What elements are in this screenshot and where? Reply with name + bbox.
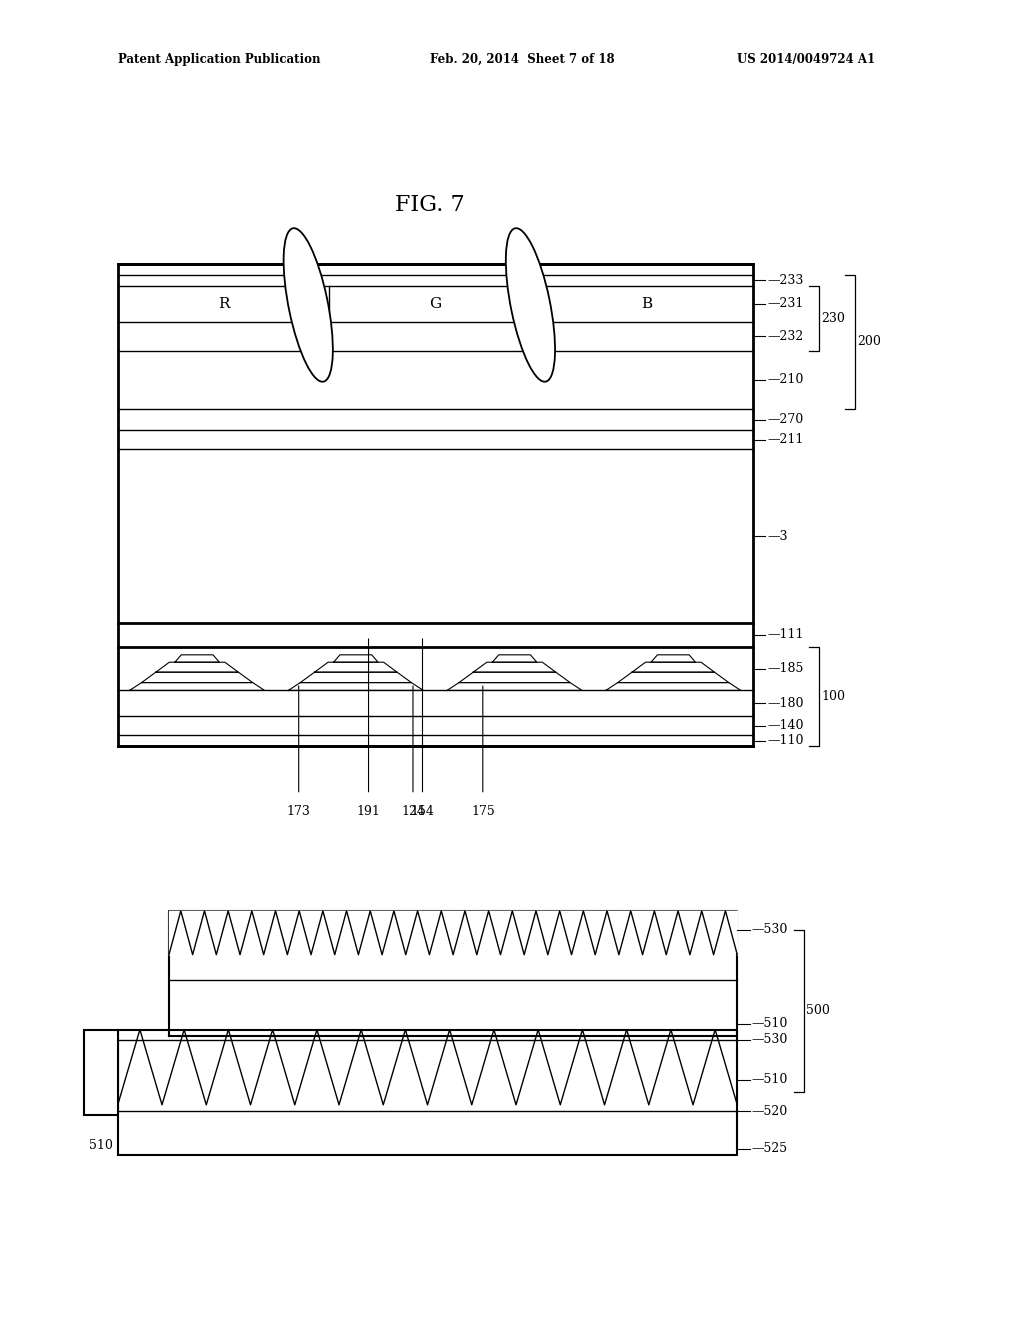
Text: G: G bbox=[429, 297, 441, 310]
Text: —530: —530 bbox=[752, 923, 788, 936]
Bar bbox=[118, 264, 753, 746]
Text: 124: 124 bbox=[401, 805, 425, 818]
Text: —232: —232 bbox=[767, 330, 803, 343]
Text: —233: —233 bbox=[767, 273, 804, 286]
Text: 154: 154 bbox=[411, 805, 434, 818]
Text: 191: 191 bbox=[356, 805, 381, 818]
Text: US 2014/0049724 A1: US 2014/0049724 A1 bbox=[737, 53, 876, 66]
Text: B: B bbox=[641, 297, 652, 310]
Text: —270: —270 bbox=[767, 413, 803, 426]
Text: 500: 500 bbox=[806, 1005, 829, 1018]
Bar bbox=[84, 1030, 118, 1115]
Text: —211: —211 bbox=[767, 433, 804, 446]
Text: 173: 173 bbox=[287, 805, 310, 818]
Ellipse shape bbox=[284, 228, 333, 381]
Text: —510: —510 bbox=[752, 1018, 788, 1030]
Ellipse shape bbox=[506, 228, 555, 381]
Text: 100: 100 bbox=[821, 690, 845, 704]
Text: Feb. 20, 2014  Sheet 7 of 18: Feb. 20, 2014 Sheet 7 of 18 bbox=[430, 53, 614, 66]
Text: —210: —210 bbox=[767, 374, 804, 387]
Text: 200: 200 bbox=[857, 335, 881, 348]
Text: 175: 175 bbox=[471, 805, 495, 818]
Text: R: R bbox=[218, 297, 229, 310]
Text: —110: —110 bbox=[767, 734, 804, 747]
Text: —525: —525 bbox=[752, 1142, 787, 1155]
Text: —111: —111 bbox=[767, 628, 804, 642]
Text: 510: 510 bbox=[89, 1139, 113, 1152]
Text: 230: 230 bbox=[821, 312, 845, 325]
Text: FIG. 7: FIG. 7 bbox=[395, 194, 465, 215]
Text: —140: —140 bbox=[767, 719, 804, 733]
Text: —3: —3 bbox=[767, 529, 787, 543]
Text: —530: —530 bbox=[752, 1034, 788, 1047]
Text: —520: —520 bbox=[752, 1105, 787, 1118]
Text: Patent Application Publication: Patent Application Publication bbox=[118, 53, 321, 66]
Text: —180: —180 bbox=[767, 697, 804, 710]
Text: —510: —510 bbox=[752, 1073, 788, 1086]
Text: —231: —231 bbox=[767, 297, 804, 310]
Text: —185: —185 bbox=[767, 663, 804, 676]
